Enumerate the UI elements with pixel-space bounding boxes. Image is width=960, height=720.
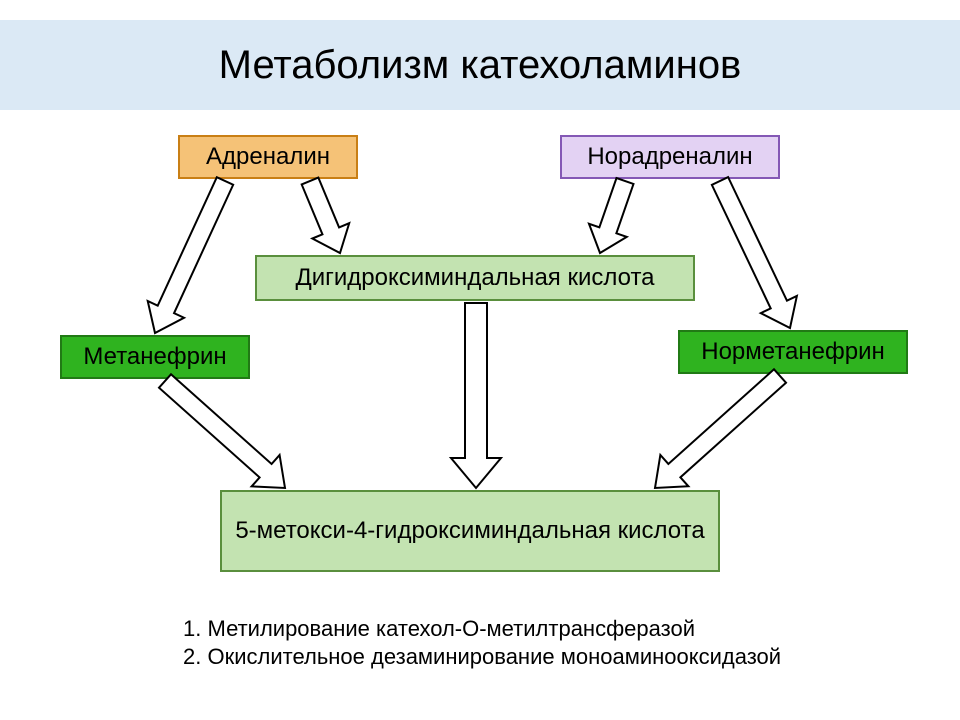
footnote-item: Окислительное дезаминирование моноаминоо… (208, 643, 782, 671)
arrows-layer (0, 0, 960, 720)
arrow-adr-to-dih (292, 173, 359, 260)
arrow-met-to-final (151, 365, 299, 503)
arrow-normet-to-final (641, 360, 794, 503)
footnotes-list: Метилирование катехол-О-метилтрансферазо… (179, 615, 781, 671)
arrow-adr-to-met (137, 173, 243, 342)
footnote-item: Метилирование катехол-О-метилтрансферазо… (208, 615, 782, 643)
arrow-nor-to-dih (581, 174, 644, 259)
footnotes: Метилирование катехол-О-метилтрансферазо… (0, 615, 960, 671)
arrow-nor-to-normet (702, 172, 808, 336)
arrow-dih-to-final (451, 303, 501, 488)
